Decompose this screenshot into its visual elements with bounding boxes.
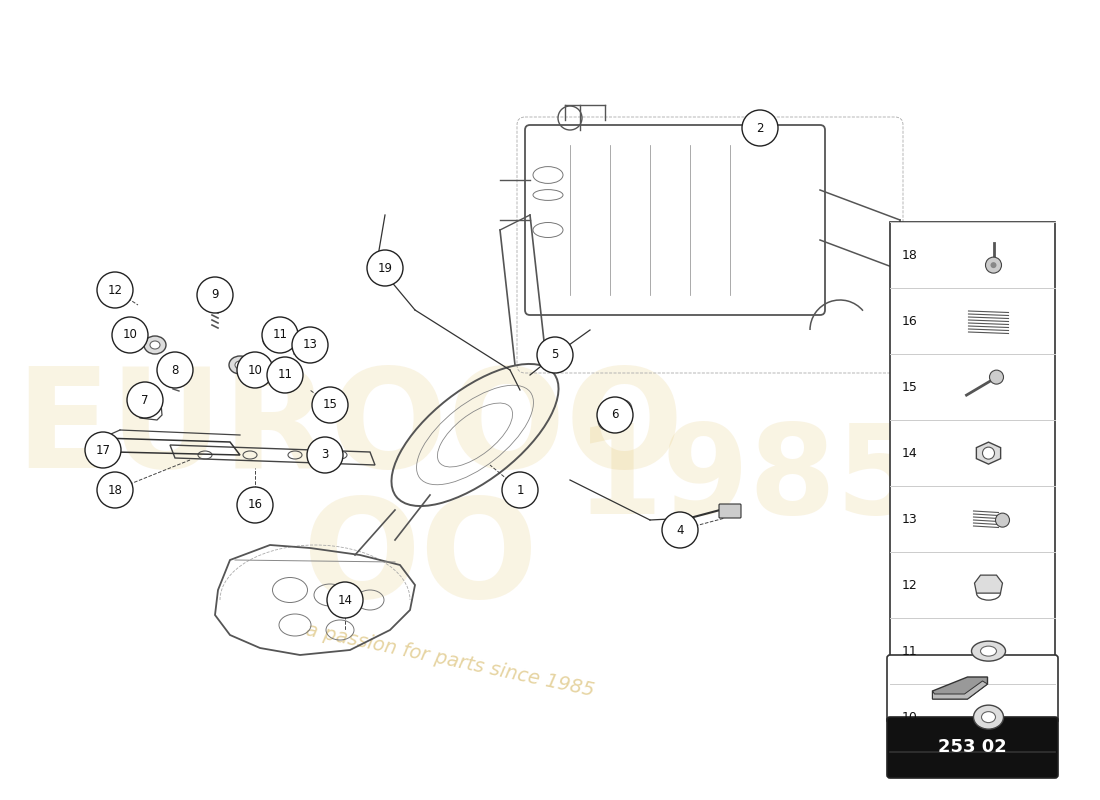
Circle shape <box>990 262 997 268</box>
Ellipse shape <box>229 356 251 374</box>
Ellipse shape <box>549 350 561 359</box>
Text: 10: 10 <box>248 363 263 377</box>
Text: 11: 11 <box>273 329 287 342</box>
Text: 253 02: 253 02 <box>938 738 1006 757</box>
Circle shape <box>986 257 1001 273</box>
Ellipse shape <box>981 712 996 722</box>
Ellipse shape <box>268 369 292 387</box>
Text: 12: 12 <box>902 578 917 592</box>
Text: 13: 13 <box>302 338 318 351</box>
Text: 1985: 1985 <box>576 419 924 541</box>
Ellipse shape <box>980 646 997 656</box>
Polygon shape <box>933 677 988 699</box>
Text: 2: 2 <box>757 122 763 134</box>
Text: 19: 19 <box>377 262 393 274</box>
FancyBboxPatch shape <box>719 504 741 518</box>
Text: 16: 16 <box>902 314 917 328</box>
Text: 11: 11 <box>902 645 917 658</box>
Text: 18: 18 <box>108 483 122 497</box>
Text: OO: OO <box>302 493 538 627</box>
Text: 5: 5 <box>551 349 559 362</box>
Text: 16: 16 <box>248 498 263 511</box>
Circle shape <box>157 352 192 388</box>
Text: 6: 6 <box>612 409 618 422</box>
Circle shape <box>126 382 163 418</box>
Circle shape <box>262 317 298 353</box>
Text: 17: 17 <box>96 443 110 457</box>
Text: 10: 10 <box>122 329 138 342</box>
Text: 4: 4 <box>676 523 684 537</box>
Circle shape <box>990 370 1003 384</box>
Circle shape <box>112 317 148 353</box>
Circle shape <box>307 437 343 473</box>
FancyBboxPatch shape <box>887 717 1058 778</box>
Ellipse shape <box>144 336 166 354</box>
Circle shape <box>292 327 328 363</box>
Circle shape <box>742 110 778 146</box>
Ellipse shape <box>263 331 287 349</box>
FancyBboxPatch shape <box>887 655 1058 723</box>
Text: 9: 9 <box>211 289 219 302</box>
Circle shape <box>312 387 348 423</box>
Text: 15: 15 <box>902 381 917 394</box>
Ellipse shape <box>235 361 245 369</box>
Text: 7: 7 <box>141 394 149 406</box>
Circle shape <box>996 513 1010 527</box>
Circle shape <box>97 472 133 508</box>
Text: 13: 13 <box>902 513 917 526</box>
Ellipse shape <box>274 374 286 382</box>
Ellipse shape <box>150 341 160 349</box>
Text: 12: 12 <box>108 283 122 297</box>
Circle shape <box>597 397 632 433</box>
Circle shape <box>502 472 538 508</box>
Circle shape <box>267 357 303 393</box>
Text: 14: 14 <box>338 594 352 606</box>
Circle shape <box>982 447 994 459</box>
Text: 18: 18 <box>902 249 917 262</box>
Text: EUROOO: EUROOO <box>15 362 684 498</box>
Polygon shape <box>977 442 1001 464</box>
FancyBboxPatch shape <box>890 222 1055 752</box>
Text: 10: 10 <box>902 710 917 724</box>
Ellipse shape <box>974 705 1003 729</box>
Text: 14: 14 <box>902 446 917 460</box>
Circle shape <box>537 337 573 373</box>
Text: 3: 3 <box>321 449 329 462</box>
Circle shape <box>236 352 273 388</box>
Circle shape <box>97 272 133 308</box>
Text: 1: 1 <box>516 483 524 497</box>
Circle shape <box>85 432 121 468</box>
FancyBboxPatch shape <box>376 261 394 275</box>
Polygon shape <box>933 681 988 699</box>
Ellipse shape <box>971 641 1005 661</box>
Text: 8: 8 <box>172 363 178 377</box>
Circle shape <box>197 277 233 313</box>
Circle shape <box>236 487 273 523</box>
Text: a passion for parts since 1985: a passion for parts since 1985 <box>304 620 596 700</box>
Circle shape <box>327 582 363 618</box>
Circle shape <box>367 250 403 286</box>
Ellipse shape <box>270 335 280 345</box>
Polygon shape <box>975 575 1002 593</box>
Text: 11: 11 <box>277 369 293 382</box>
Text: 15: 15 <box>322 398 338 411</box>
Circle shape <box>662 512 698 548</box>
